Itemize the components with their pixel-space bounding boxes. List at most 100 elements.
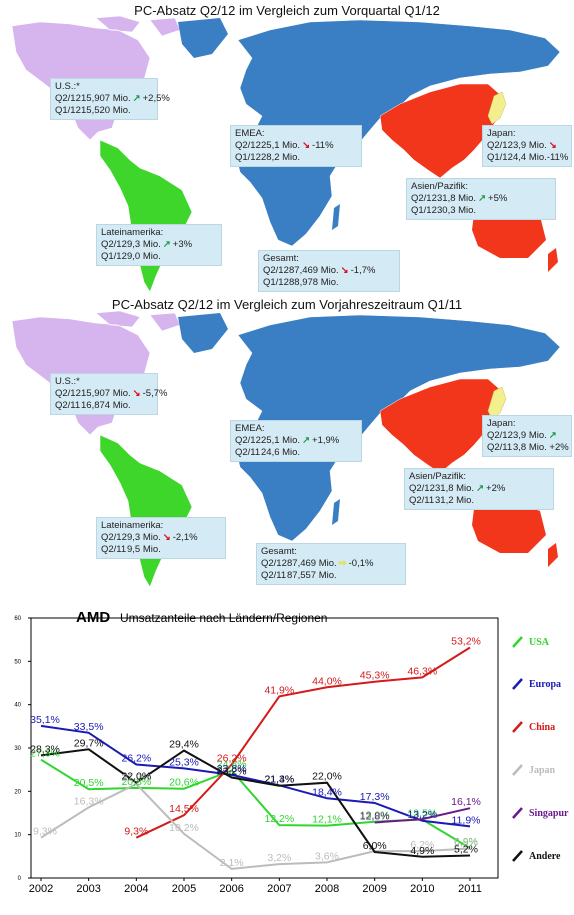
legend-swatch-usa [512, 636, 523, 648]
sales-value: 88,978 Mio. [289, 277, 339, 288]
change-value: +5% [488, 193, 508, 204]
period-label: Q2/12 [55, 93, 81, 104]
change-value: -11% [312, 140, 334, 151]
period-label: Q1/12 [263, 277, 289, 288]
change-value: +1,9% [312, 435, 340, 446]
data-label-china: 45,3% [360, 670, 390, 682]
data-label-andere: 22,0% [121, 771, 151, 783]
period-label: Q2/11 [261, 570, 287, 581]
data-label-europa: 17,3% [360, 791, 390, 803]
sales-value: 87,469 Mio. [289, 265, 339, 276]
period-label: Q2/12 [411, 193, 437, 204]
data-label-japan: 3,2% [267, 852, 291, 864]
data-label-usa: 20,5% [74, 777, 104, 789]
period-label: Q2/11 [409, 495, 435, 506]
data-label-usa: 12,2% [264, 813, 294, 825]
data-label-china: 53,2% [451, 635, 481, 647]
x-tick-label: 2011 [458, 883, 482, 895]
data-label-usa: 12,1% [312, 814, 342, 826]
change-value: -0,1% [348, 558, 374, 569]
chart-axes: 0 10 20 30 40 50 60 2002 2003 2004 2005 2006 2007 200… [14, 616, 482, 895]
arrow-up-right-icon: ↗ [548, 430, 557, 441]
data-label-japan: 10,2% [169, 822, 199, 834]
data-label-europa: 18,4% [312, 786, 342, 798]
chart-title: Umsatzanteile nach Ländern/Regionen [120, 611, 327, 625]
info-box-title: U.S.:* [55, 81, 80, 92]
period-label: Q2/12 [409, 483, 435, 494]
sales-value: 28,2 Mio. [261, 152, 301, 163]
period-label: Q2/12 [101, 239, 127, 250]
data-label-andere: 28,3% [30, 743, 60, 755]
legend-label-japan: Japan [529, 765, 556, 776]
arrow-down-right-icon: ↘ [132, 388, 141, 399]
data-label-china: 41,9% [264, 684, 294, 696]
y-tick-label: 40 [14, 703, 21, 709]
period-label: Q2/12 [263, 265, 289, 276]
data-label-europa: 25,3% [169, 756, 199, 768]
x-tick-label: 2004 [124, 883, 148, 895]
series-line-china [135, 646, 471, 839]
sales-value: 3,8 Mio. +2% [513, 442, 569, 453]
data-label-andere: 6,0% [363, 840, 387, 852]
arrow-up-right-icon: ↗ [132, 93, 141, 104]
x-tick-label: 2007 [267, 883, 291, 895]
info-box-latam: Lateinamerika: Q2/129,3 Mio. ↗ +3% Q1/129,… [96, 224, 222, 266]
data-label-usa: 13,5% [407, 808, 437, 820]
legend-label-andere: Andere [529, 851, 561, 862]
series-line-singapur [374, 807, 471, 824]
data-label-europa: 26,2% [121, 752, 151, 764]
series-line-andere [40, 748, 471, 858]
data-label-japan: 3,6% [315, 850, 339, 862]
y-tick-label: 60 [14, 616, 21, 622]
info-box-title: Lateinamerika: [101, 520, 164, 531]
legend-swatch-andere [512, 850, 523, 862]
legend-swatch-japan [512, 764, 523, 776]
change-value: -2,1% [172, 532, 198, 543]
sales-value: 30,3 Mio. [437, 205, 477, 216]
info-box-total: Gesamt: Q2/1287,469 Mio. ↘ -1,7% Q1/1288,9… [258, 250, 400, 292]
series-line-japan [40, 782, 471, 870]
data-label-europa: 23,8% [217, 763, 247, 775]
info-box-total: Gesamt: Q2/1287,469 Mio. ⇨ -0,1% Q2/1187,5… [256, 543, 406, 585]
legend-swatch-europa [512, 678, 523, 690]
legend-label-singapur: Singapur [529, 808, 569, 819]
period-label: Q2/12 [55, 388, 81, 399]
sales-value: 31,8 Mio. [435, 483, 475, 494]
info-box-emea: EMEA: Q2/1225,1 Mio. ↗ +1,9% Q2/1124,6 Mio… [230, 420, 362, 462]
data-label-andere: 5,2% [454, 843, 478, 855]
region-latin-america [99, 139, 193, 293]
data-label-europa: 13,2% [407, 809, 437, 821]
data-label-andere: 22,0% [312, 771, 342, 783]
data-label-europa: 21,4% [264, 773, 294, 785]
info-box-us: U.S.:* Q2/1215,907 Mio. ↗ +2,5% Q1/1215,52… [50, 78, 170, 120]
data-label-europa: 33,5% [74, 721, 104, 733]
period-label: Q1/12 [487, 152, 513, 163]
sales-value: 3,9 Mio. [513, 430, 547, 441]
map-panel-year: PC-Absatz Q2/12 im Vergleich zum Vorjahr… [0, 295, 574, 595]
chart-brand: AMD [76, 609, 110, 626]
data-label-japan: 9,3% [33, 826, 57, 838]
period-label: Q2/12 [101, 532, 127, 543]
region-japan [487, 386, 507, 420]
change-value: -5,7% [142, 388, 168, 399]
arrow-up-right-icon: ↗ [478, 193, 487, 204]
data-label-japan: 21,7% [121, 772, 151, 784]
x-tick-label: 2002 [29, 883, 53, 895]
info-box-japan: Japan: Q2/123,9 Mio. ↗ Q2/113,8 Mio. +2% [482, 415, 572, 457]
data-label-usa: 20,8% [121, 776, 151, 788]
sales-value: 87,557 Mio. [287, 570, 337, 581]
info-box-title: Gesamt: [261, 546, 297, 557]
map-panel-quarter: PC-Absatz Q2/12 im Vergleich zum Vorquar… [0, 0, 574, 300]
data-label-china: 44,0% [312, 675, 342, 687]
change-value: +2% [486, 483, 506, 494]
period-label: Q1/12 [235, 152, 261, 163]
x-tick-label: 2003 [76, 883, 100, 895]
data-label-andere: 21,3% [264, 774, 294, 786]
info-box-title: EMEA: [235, 423, 265, 434]
change-value: +3% [172, 239, 193, 250]
legend-swatch-china [512, 721, 523, 733]
change-value: +2,5% [142, 93, 170, 104]
info-box-title: Japan: [487, 128, 516, 139]
sales-value: 25,1 Mio. [261, 140, 301, 151]
legend-swatch-singapur [512, 807, 523, 819]
